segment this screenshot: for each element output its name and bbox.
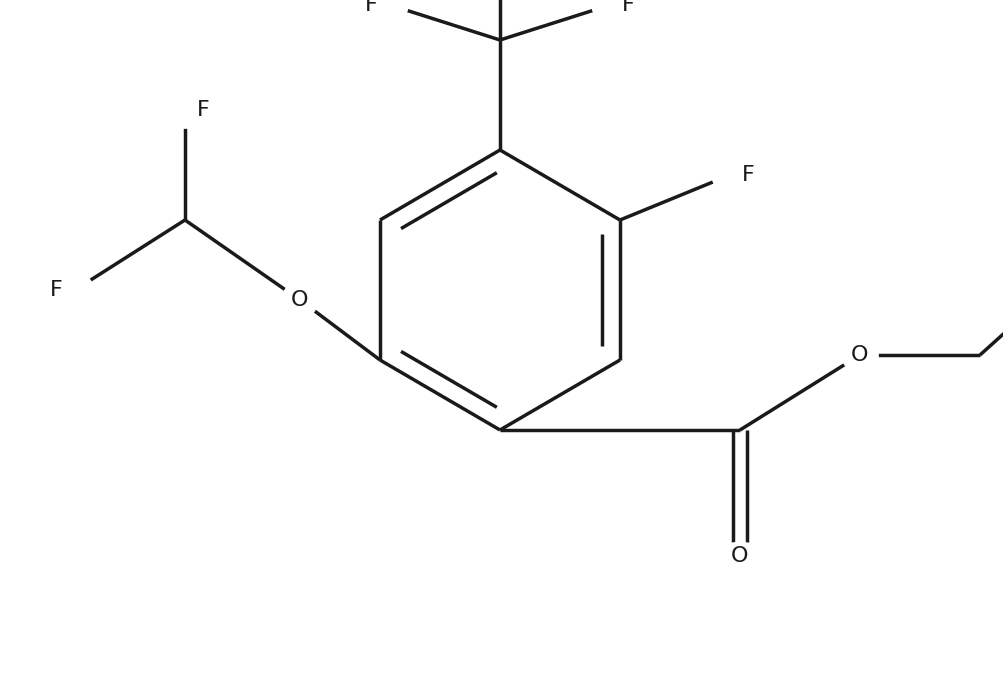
Circle shape	[57, 272, 93, 308]
Circle shape	[282, 282, 318, 318]
Circle shape	[711, 157, 747, 193]
Text: F: F	[365, 0, 377, 15]
Text: O: O	[851, 345, 868, 365]
Circle shape	[166, 92, 203, 128]
Text: F: F	[50, 280, 63, 300]
Text: O: O	[291, 290, 309, 310]
Circle shape	[721, 542, 757, 578]
Text: O: O	[730, 546, 748, 566]
Circle shape	[842, 337, 878, 373]
Circle shape	[592, 0, 627, 23]
Circle shape	[372, 0, 407, 23]
Text: F: F	[622, 0, 634, 15]
Text: F: F	[197, 100, 210, 120]
Text: F: F	[741, 165, 754, 185]
